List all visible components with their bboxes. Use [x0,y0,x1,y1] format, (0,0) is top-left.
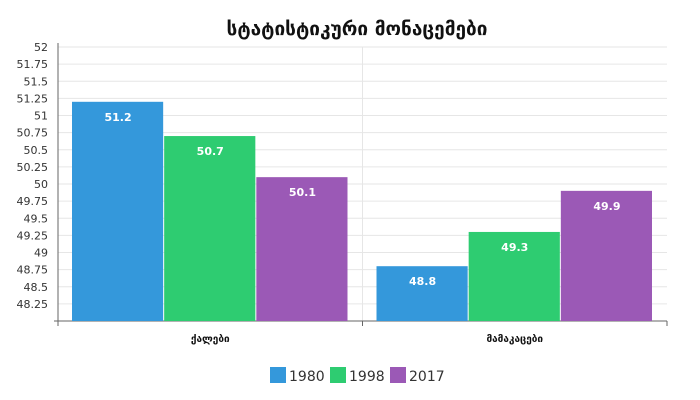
legend: 1980 1998 2017 [270,367,445,385]
legend-swatch-2017 [390,367,406,383]
data-label: 51.2 [105,111,132,124]
y-tick-label: 48.75 [17,264,49,277]
y-tick-label: 50.25 [17,161,49,174]
bar-1998-ქალები [164,136,256,321]
legend-swatch-1998 [330,367,346,383]
data-labels: 51.2 50.7 50.1 48.8 49.3 49.9 [105,111,621,288]
y-tick-label: 49 [34,247,48,260]
y-tick-label: 48.5 [24,281,49,294]
data-label: 50.1 [289,186,316,199]
data-label: 48.8 [409,275,436,288]
x-category-label: მამაკაცები [486,333,543,345]
x-category-label: ქალები [191,333,230,345]
bar-1998-მამაკაცები [468,231,560,321]
bar-1980-მამაკაცები [376,266,468,321]
y-tick-label: 51.75 [17,58,49,71]
y-tick-label: 48.25 [17,298,49,311]
y-tick-label: 50.5 [24,144,49,157]
y-tick-label: 51 [34,110,48,123]
legend-label: 2017 [409,369,445,385]
y-tick-label: 50 [34,178,48,191]
y-tick-label: 51.25 [17,92,49,105]
legend-swatch-1980 [270,367,286,383]
data-label: 49.3 [501,241,528,254]
legend-label: 1980 [289,369,325,385]
bar-2017-მამაკაცები [560,190,652,321]
y-tick-label: 51.5 [24,75,49,88]
bars [72,101,652,321]
data-label: 50.7 [197,145,224,158]
y-tick-label: 50.75 [17,127,49,140]
bar-2017-ქალები [256,177,348,321]
legend-label: 1998 [349,369,385,385]
y-tick-label: 49.5 [24,212,49,225]
chart-title: სტატისტიკური მონაცემები [227,18,488,40]
bar-1980-ქალები [72,101,164,321]
y-tick-label: 52 [34,41,48,54]
y-tick-label: 49.75 [17,195,49,208]
y-tick-label: 49.25 [17,229,49,242]
data-label: 49.9 [593,200,620,213]
